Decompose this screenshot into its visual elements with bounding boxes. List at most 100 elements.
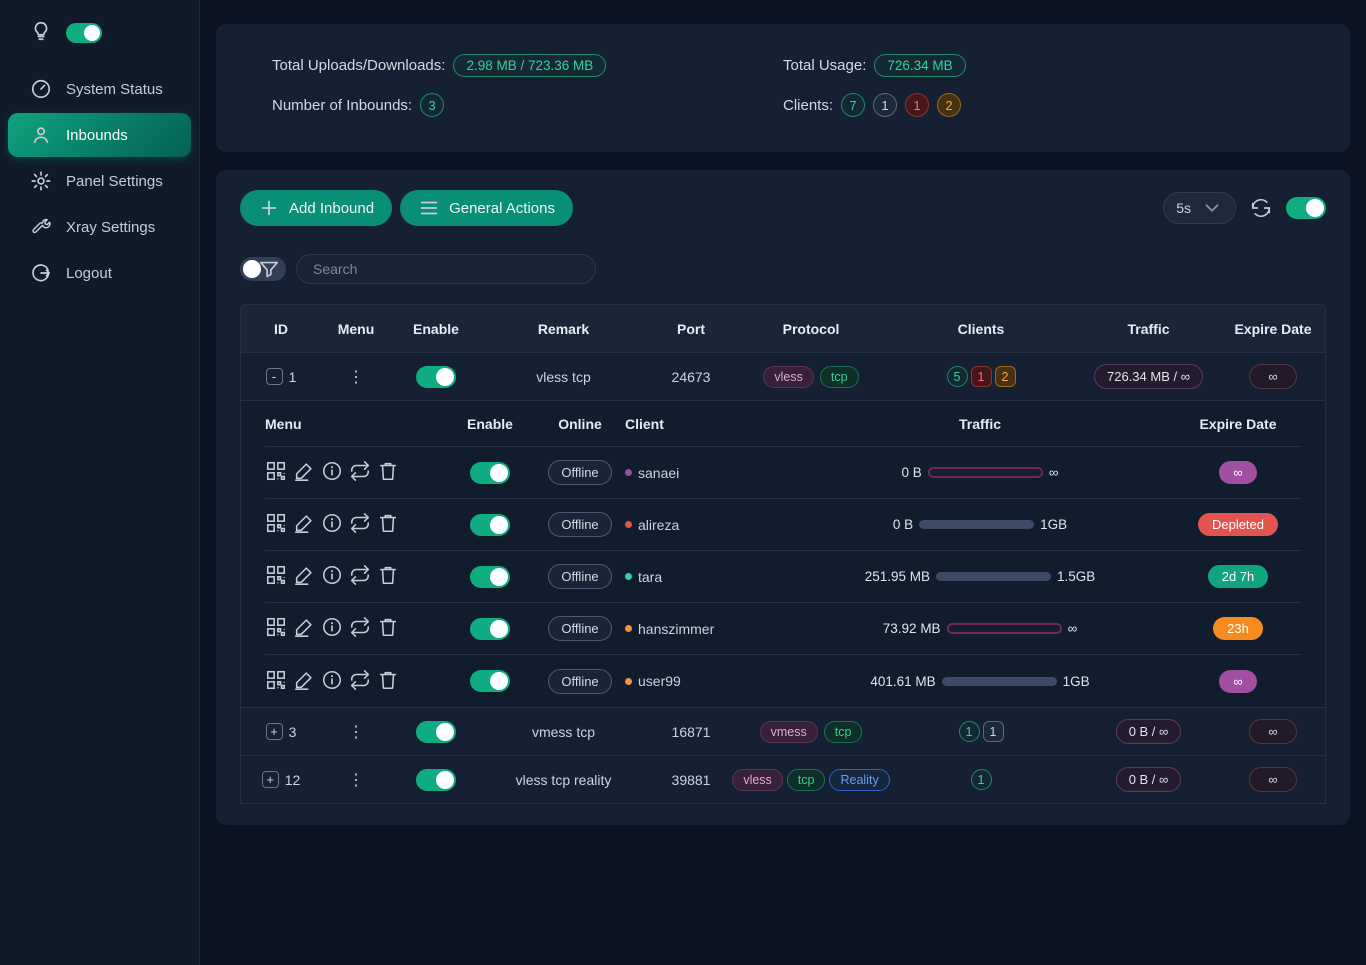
edit-icon[interactable] xyxy=(293,460,315,485)
lightbulb-icon xyxy=(30,20,52,45)
inbound-enable-toggle[interactable] xyxy=(416,768,456,791)
qr-code-icon[interactable] xyxy=(265,460,287,485)
client-enable-toggle[interactable] xyxy=(470,461,510,484)
search-row xyxy=(240,254,1326,284)
inbound-traffic-badge: 726.34 MB / ∞ xyxy=(1094,364,1203,389)
refresh-icon[interactable] xyxy=(1250,197,1272,219)
refresh-interval-select[interactable]: 5s xyxy=(1163,192,1236,224)
client-enable-toggle[interactable] xyxy=(470,617,510,640)
client-expire-badge: Depleted xyxy=(1197,513,1279,536)
logout-icon xyxy=(30,262,52,284)
add-inbound-button[interactable]: Add Inbound xyxy=(240,190,393,226)
sidebar-item-xray-settings[interactable]: Xray Settings xyxy=(0,205,199,249)
col-header-enable: Enable xyxy=(413,320,459,337)
client-row: Offline tara 251.95 MB 1.5GB 2d 7h xyxy=(265,551,1301,603)
inbounds-card: Add Inbound General Actions 5s xyxy=(216,170,1350,825)
client-enable-toggle[interactable] xyxy=(470,670,510,692)
theme-toggle[interactable] xyxy=(66,22,102,43)
table-header-row: ID Menu Enable Remark Port Protocol Clie… xyxy=(241,305,1325,353)
online-status-badge: Offline xyxy=(548,460,612,485)
info-icon[interactable] xyxy=(321,512,343,537)
col-header-port: Port xyxy=(677,320,705,337)
online-status-badge: Offline xyxy=(548,616,612,641)
info-icon[interactable] xyxy=(321,460,343,485)
toolbar: Add Inbound General Actions 5s xyxy=(240,190,1326,226)
sidebar-item-label: Logout xyxy=(66,264,112,282)
info-icon[interactable] xyxy=(321,616,343,641)
protocol-badge-reality: Reality xyxy=(829,768,890,791)
reset-traffic-icon[interactable] xyxy=(349,512,371,537)
inbound-traffic-badge: 0 B / ∞ xyxy=(1115,719,1182,744)
delete-icon[interactable] xyxy=(377,460,399,485)
clients-count-depleted: 1 xyxy=(905,93,930,117)
expand-row-button[interactable]: + xyxy=(261,771,279,788)
inbound-id: 1 xyxy=(288,368,297,385)
row-menu-button[interactable]: ⋮ xyxy=(348,723,364,741)
delete-icon[interactable] xyxy=(377,564,399,589)
auto-refresh-toggle[interactable] xyxy=(1286,197,1326,219)
edit-icon[interactable] xyxy=(293,616,315,641)
traffic-limit: 1.5GB xyxy=(1057,569,1096,584)
inbounds-count-value: 3 xyxy=(420,93,445,117)
client-expire-badge: 23h xyxy=(1213,617,1263,640)
qr-code-icon[interactable] xyxy=(265,669,287,694)
gear-icon xyxy=(30,170,52,192)
client-status-dot xyxy=(625,573,632,580)
general-actions-button[interactable]: General Actions xyxy=(400,190,573,226)
qr-code-icon[interactable] xyxy=(265,564,287,589)
client-row: Offline hanszimmer 73.92 MB ∞ 23h xyxy=(265,603,1301,655)
client-count-deactive: 1 xyxy=(982,721,1004,742)
traffic-limit: 1GB xyxy=(1062,673,1090,689)
expand-row-button[interactable]: + xyxy=(265,723,283,740)
client-enable-toggle[interactable] xyxy=(470,565,510,588)
total-usage-value: 726.34 MB xyxy=(874,54,966,77)
inbounds-table: ID Menu Enable Remark Port Protocol Clie… xyxy=(240,304,1326,804)
sidebar-item-label: Panel Settings xyxy=(66,172,163,190)
chevron-down-icon xyxy=(1201,197,1223,219)
client-name: tara xyxy=(638,568,663,585)
client-col-enable: Enable xyxy=(467,415,513,432)
reset-traffic-icon[interactable] xyxy=(349,616,371,641)
inbound-enable-toggle[interactable] xyxy=(416,720,456,743)
reset-traffic-icon[interactable] xyxy=(349,564,371,589)
online-status-badge: Offline xyxy=(548,564,612,589)
filter-toggle[interactable] xyxy=(240,257,286,281)
info-icon[interactable] xyxy=(321,564,343,589)
client-row: Offline alireza 0 B 1GB Depleted xyxy=(265,499,1301,551)
inbound-enable-toggle[interactable] xyxy=(416,365,456,388)
protocol-badge-vless: vless xyxy=(732,768,783,791)
edit-icon[interactable] xyxy=(293,512,315,537)
delete-icon[interactable] xyxy=(377,616,399,641)
edit-icon[interactable] xyxy=(293,669,315,694)
sidebar-item-panel-settings[interactable]: Panel Settings xyxy=(0,159,199,203)
edit-icon[interactable] xyxy=(293,564,315,589)
search-input[interactable] xyxy=(296,254,596,284)
client-enable-toggle[interactable] xyxy=(470,513,510,536)
inbound-remark: vmess tcp xyxy=(531,723,595,740)
traffic-used: 73.92 MB xyxy=(882,621,941,636)
row-menu-button[interactable]: ⋮ xyxy=(348,771,364,789)
traffic-limit: 1GB xyxy=(1040,517,1068,532)
client-subtable: Menu Enable Online Client Traffic Expire… xyxy=(241,401,1325,708)
sidebar-item-logout[interactable]: Logout xyxy=(0,251,199,295)
inbound-row: - 1 ⋮ vless tcp 24673 vless tcp 5 1 2 72… xyxy=(241,353,1325,401)
client-count-depleted: 1 xyxy=(970,366,992,387)
reset-traffic-icon[interactable] xyxy=(349,460,371,485)
reset-traffic-icon[interactable] xyxy=(349,669,371,694)
delete-icon[interactable] xyxy=(377,512,399,537)
sidebar-item-system-status[interactable]: System Status xyxy=(0,67,199,111)
row-menu-button[interactable]: ⋮ xyxy=(348,368,364,386)
sidebar-item-inbounds[interactable]: Inbounds xyxy=(8,113,191,157)
qr-code-icon[interactable] xyxy=(265,616,287,641)
collapse-row-button[interactable]: - xyxy=(265,368,283,385)
client-count-active: 5 xyxy=(946,366,968,387)
refresh-interval-value: 5s xyxy=(1176,200,1191,216)
client-status-dot xyxy=(625,677,632,685)
traffic-used: 251.95 MB xyxy=(864,569,930,584)
clients-count-deactive: 1 xyxy=(873,93,898,117)
add-inbound-label: Add Inbound xyxy=(289,199,375,217)
qr-code-icon[interactable] xyxy=(265,512,287,537)
delete-icon[interactable] xyxy=(377,669,399,694)
info-icon[interactable] xyxy=(321,669,343,694)
protocol-badge-tcp: tcp xyxy=(786,768,826,791)
